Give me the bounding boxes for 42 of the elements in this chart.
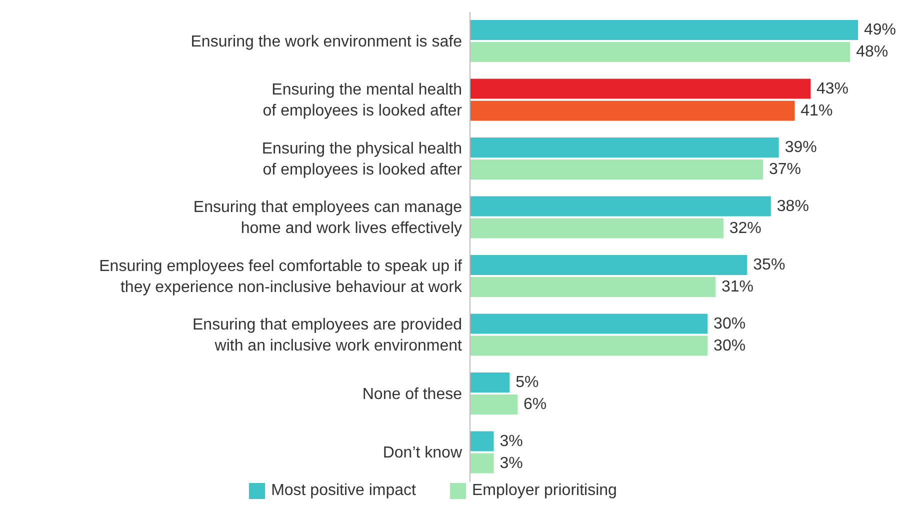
bar	[470, 431, 494, 452]
legend-label: Employer prioritising	[472, 482, 617, 500]
data-label: 35%	[753, 256, 786, 274]
data-label: 49%	[864, 22, 896, 38]
y-tick-label: Ensuring the mental health of employees is looked after	[262, 81, 463, 120]
data-label: 32%	[729, 220, 762, 237]
y-tick-label: None of these	[362, 385, 462, 402]
bar	[470, 42, 850, 62]
y-tick-label: Ensuring the work environment is safe	[190, 32, 462, 50]
data-label: 6%	[524, 396, 547, 413]
bar	[470, 394, 518, 414]
data-label: 38%	[776, 198, 809, 215]
data-label: 31%	[721, 278, 754, 296]
bar	[470, 336, 708, 356]
data-label: 39%	[784, 139, 817, 156]
data-label: 3%	[500, 454, 523, 472]
data-label: 3%	[500, 432, 523, 450]
bar	[470, 314, 708, 334]
bar	[470, 160, 763, 180]
bar	[470, 196, 771, 216]
y-tick-label: Ensuring the physical health of employees is looked after	[262, 140, 463, 178]
data-label: 41%	[800, 102, 833, 120]
bar	[470, 78, 810, 99]
y-tick-label: Don’t know	[382, 444, 462, 462]
bar	[470, 138, 779, 158]
y-tick-label: Ensuring employees feel comfortable to speak up if they experience non-inclusive behaviour at work	[99, 257, 463, 296]
bar	[470, 255, 748, 275]
bar	[470, 218, 724, 238]
bar	[470, 20, 858, 40]
data-label: 43%	[816, 80, 849, 98]
data-label: 30%	[714, 315, 746, 332]
bar	[470, 277, 716, 297]
data-label: 5%	[516, 374, 539, 391]
y-tick-label: Ensuring that employees are provided with an inclusive work environment	[192, 316, 463, 354]
legend-label: Most positive impact	[271, 482, 416, 500]
data-label: 30%	[714, 337, 746, 354]
bar	[470, 372, 510, 392]
bar	[470, 453, 494, 474]
y-tick-label: Ensuring that employees can manage home and work lives effectively	[193, 198, 462, 237]
data-label: 48%	[856, 44, 888, 60]
data-label: 37%	[768, 161, 802, 178]
bar	[470, 100, 795, 121]
